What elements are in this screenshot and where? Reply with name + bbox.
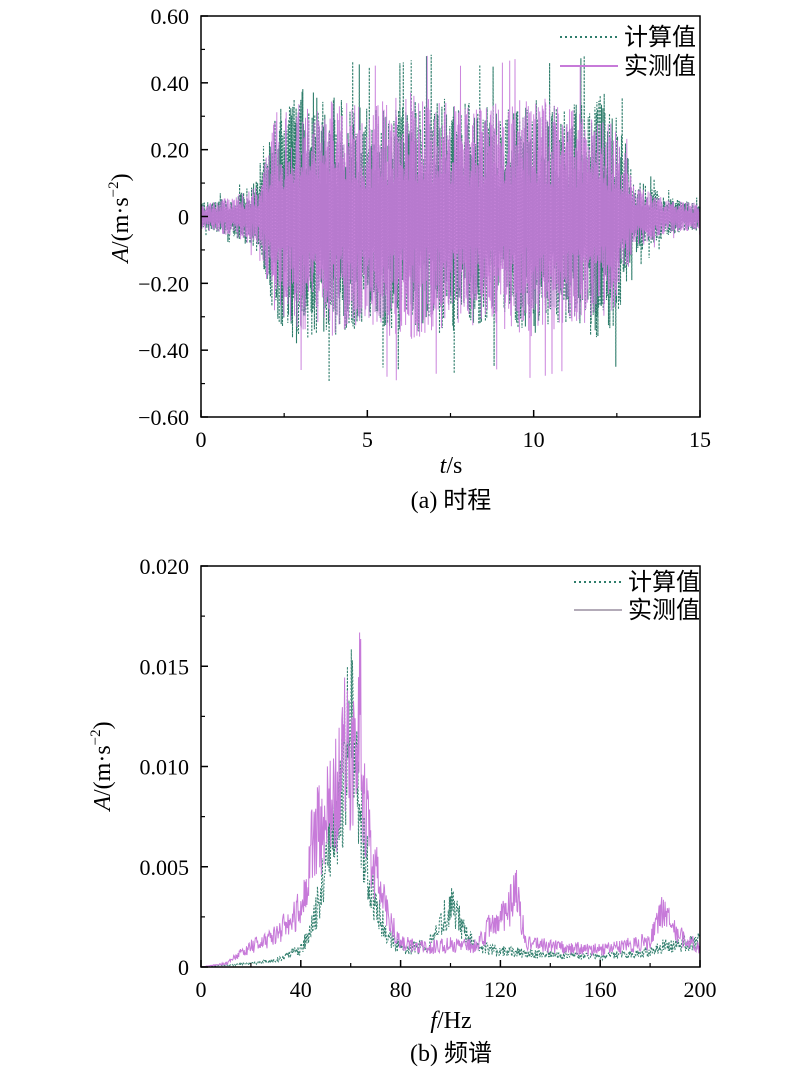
spectrum-panel: 0 40 80 120 160 200 0.020 0.015 0.010 0.005 0 f/Hz…: [88, 554, 717, 1067]
time-history-y-axis-label: A/(m·s−2): [106, 173, 134, 264]
spectrum-y-tick-label: 0.010: [140, 755, 190, 780]
series-meas-line: [200, 55, 701, 381]
time-history-x-axis-label: t/s: [440, 453, 463, 479]
spectrum-x-tick-label: 120: [484, 977, 517, 1002]
spectrum-y-axis-label: A/(m·s−2): [88, 721, 116, 812]
time-history-y-tick-label: −0.60: [138, 405, 189, 430]
series-meas-line: [200, 632, 701, 968]
spectrum-x-axis-label: f/Hz: [430, 1008, 471, 1034]
time-history-y-tick-label: −0.40: [138, 338, 189, 363]
legend-meas-label: 实测值: [624, 52, 696, 80]
legend-meas-label: 实测值: [628, 596, 700, 624]
spectrum-y-tick-label: 0.015: [140, 654, 190, 679]
time-history-x-tick-label: 0: [196, 427, 207, 452]
legend-calc-label: 计算值: [628, 568, 700, 596]
time-history-y-tick-label: 0.20: [151, 138, 190, 163]
spectrum-x-tick-label: 40: [290, 977, 312, 1002]
spectrum-ticks: 0 40 80 120 160 200 0.020 0.015 0.010 0.005 0: [140, 554, 717, 1002]
spectrum-x-tick-label: 200: [684, 977, 717, 1002]
time-history-ticks: 0 5 10 15 0.60 0.40 0.20 0 −0.20 −0.40 −0.60: [138, 4, 711, 452]
spectrum-y-tick-label: 0.020: [140, 554, 190, 579]
time-history-y-tick-label: 0.40: [151, 71, 190, 96]
time-history-x-tick-label: 15: [689, 427, 711, 452]
time-history-y-tick-label: 0: [178, 205, 189, 230]
spectrum-x-tick-label: 80: [390, 977, 412, 1002]
legend-calc-label: 计算值: [624, 23, 696, 51]
time-history-x-tick-label: 10: [523, 427, 545, 452]
spectrum-x-tick-label: 0: [196, 977, 207, 1002]
time-history-y-tick-label: 0.60: [151, 4, 190, 29]
time-history-y-tick-label: −0.20: [138, 271, 189, 296]
spectrum-series-layer: [200, 632, 701, 968]
time-history-series-layer: [200, 54, 701, 382]
time-history-caption: (a) 时程: [411, 487, 492, 514]
time-history-panel: 0 5 10 15 0.60 0.40 0.20 0 −0.20 −0.40 −0.60 t/s A…: [106, 4, 711, 514]
spectrum-y-tick-label: 0: [178, 955, 189, 980]
spectrum-x-tick-label: 160: [584, 977, 617, 1002]
spectrum-legend: 计算值 实测值: [574, 568, 700, 624]
series-calc-line: [201, 649, 701, 968]
time-history-x-tick-label: 5: [362, 427, 373, 452]
spectrum-caption: (b) 频谱: [410, 1040, 492, 1067]
spectrum-y-tick-label: 0.005: [140, 855, 190, 880]
time-history-legend: 计算值 实测值: [560, 23, 696, 80]
